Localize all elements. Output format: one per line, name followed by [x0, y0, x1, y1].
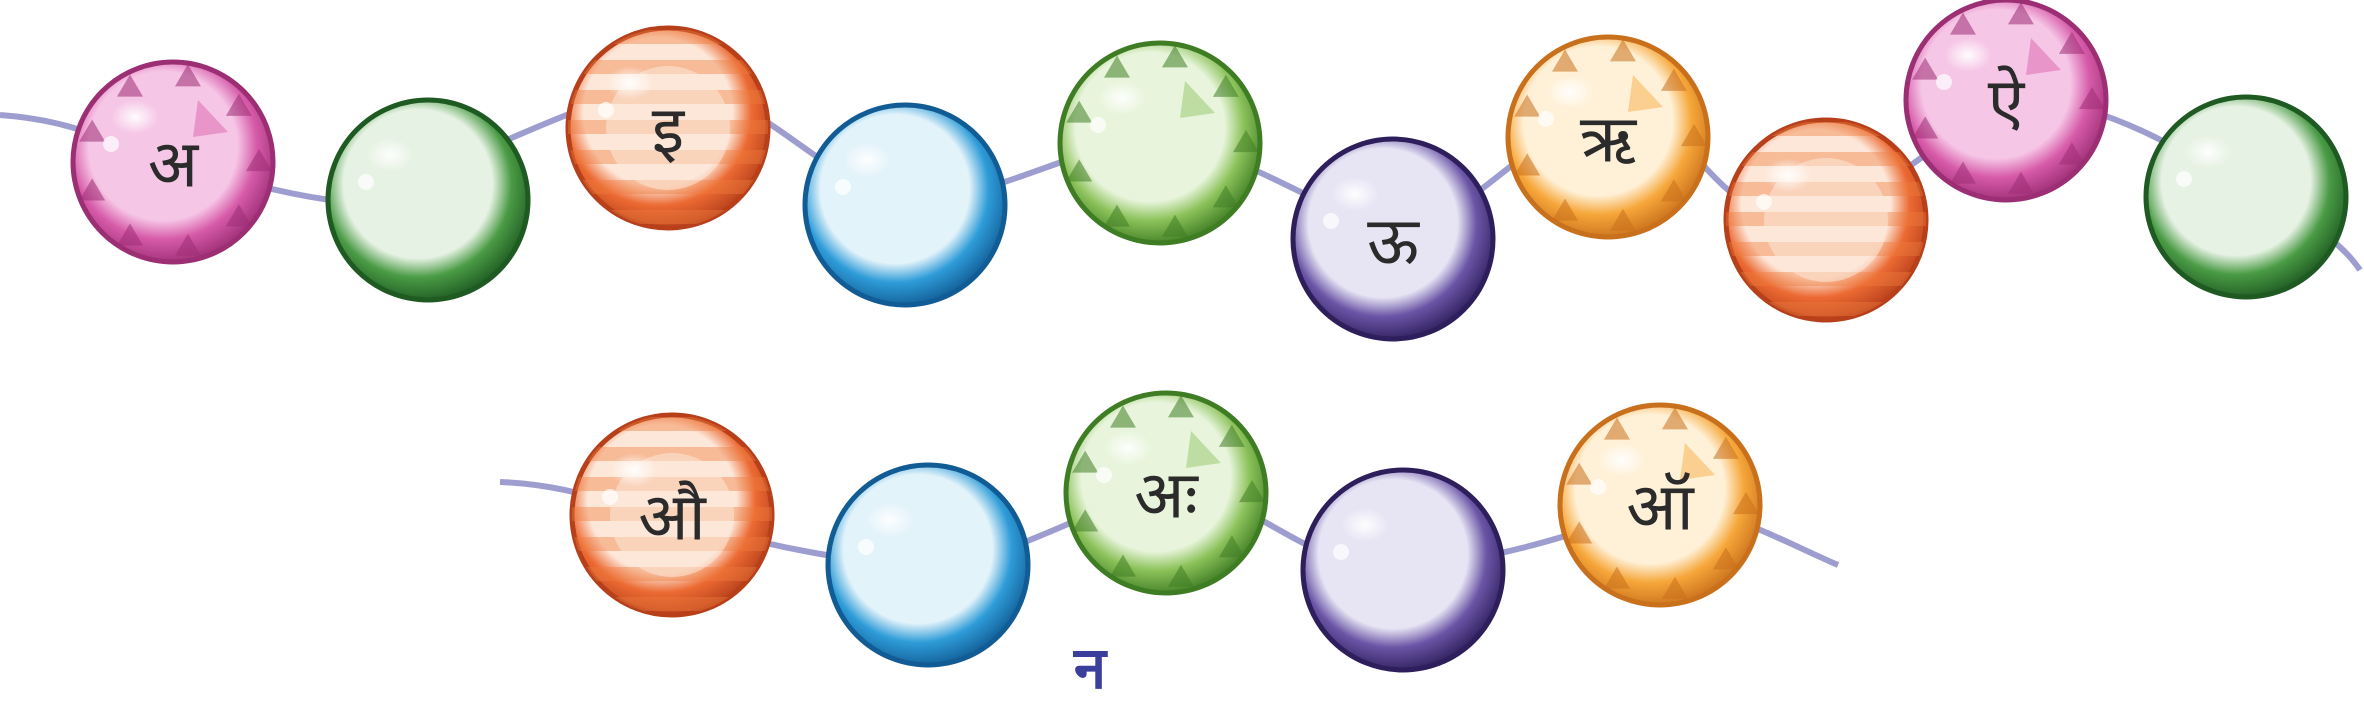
- row-2-bead: [825, 462, 1031, 668]
- footer-letter: न: [1073, 634, 1108, 702]
- bead-letter: ऑ: [1626, 469, 1695, 546]
- row-2-bead: ऑ: [1557, 402, 1763, 608]
- row-1-bead: ऋ: [1505, 34, 1711, 240]
- row-2-bead: [1300, 467, 1506, 673]
- bead-letter: ऋ: [1580, 101, 1638, 178]
- row-2-bead: औ: [569, 412, 775, 618]
- row-2-bead: अः: [1063, 390, 1269, 596]
- bead-letter: अ: [148, 126, 200, 203]
- bead-row-1: अ इ ऊ ऋ ऐ: [70, 0, 2349, 342]
- bead-letter: ऊ: [1367, 203, 1420, 280]
- bead-letter: ऐ: [1988, 64, 2026, 141]
- row-1-bead: [2143, 94, 2349, 300]
- row-1-bead: इ: [565, 25, 771, 231]
- row-1-bead: [325, 97, 531, 303]
- row-1-bead: [1723, 117, 1929, 323]
- bead-letter: इ: [652, 92, 686, 169]
- bead-letter: औ: [638, 479, 707, 556]
- row-1-bead: ऐ: [1903, 0, 2109, 203]
- row-1-bead: अ: [70, 59, 276, 265]
- bead-letter: अः: [1134, 457, 1199, 534]
- row-1-bead: ऊ: [1290, 136, 1496, 342]
- row-1-bead: [802, 102, 1008, 308]
- bead-row-2: औ अः ऑ: [569, 390, 1763, 673]
- row-1-bead: [1057, 40, 1263, 246]
